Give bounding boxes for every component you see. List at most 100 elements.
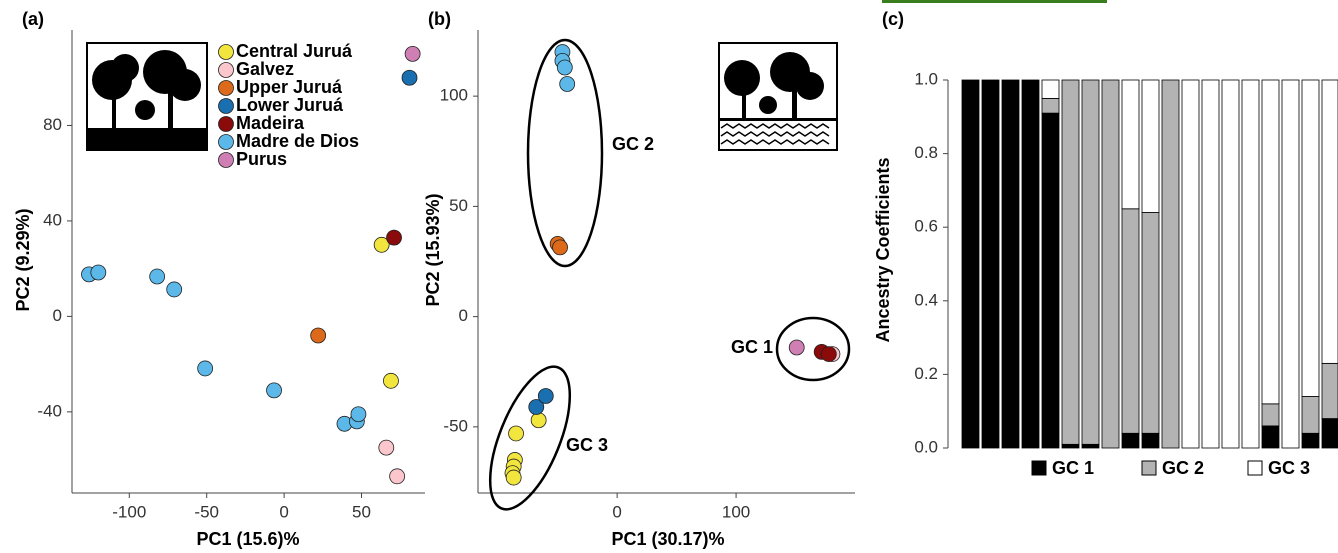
legend-label: GC 3 xyxy=(1268,458,1310,478)
legend-swatch xyxy=(1031,460,1047,476)
cluster-ellipse xyxy=(526,38,604,268)
panel-label: (b) xyxy=(428,9,451,29)
point xyxy=(788,339,805,356)
point xyxy=(386,229,402,246)
x-axis-title: PC1 (30.17)% xyxy=(611,529,724,549)
y-tick-label: 0.2 xyxy=(914,364,938,383)
x-tick-label: -100 xyxy=(112,502,146,521)
panel-label: (c) xyxy=(882,9,904,29)
legend-marker xyxy=(218,134,234,150)
cluster-label: GC 1 xyxy=(731,337,773,357)
legend-label: Madre de Dios xyxy=(236,131,359,151)
point xyxy=(310,327,327,344)
bar-segment xyxy=(1181,79,1200,449)
bar-segment xyxy=(1121,208,1140,434)
bar-segment xyxy=(1261,403,1280,427)
legend-label: Upper Juruá xyxy=(236,77,343,97)
bar-segment xyxy=(1041,79,1060,99)
bar-segment xyxy=(1301,79,1320,397)
point xyxy=(166,281,183,298)
y-tick-label: -50 xyxy=(443,416,468,435)
bar-segment xyxy=(961,79,980,449)
bar-segment xyxy=(1141,79,1160,213)
y-tick-label: 40 xyxy=(43,210,62,229)
point xyxy=(383,372,399,389)
floodplain-icon xyxy=(718,42,838,151)
bar-segment xyxy=(1081,443,1100,449)
y-tick-label: 0 xyxy=(459,306,468,325)
x-tick-label: 50 xyxy=(352,502,371,521)
legend-label: Galvez xyxy=(236,59,294,79)
bar-segment xyxy=(1321,362,1338,419)
legend-marker xyxy=(218,98,234,114)
x-tick-label: -50 xyxy=(194,502,219,521)
cluster-label: GC 2 xyxy=(612,134,654,154)
point xyxy=(559,76,576,92)
point xyxy=(556,59,573,76)
y-tick-label: 100 xyxy=(440,86,468,105)
forest-icon xyxy=(86,42,208,151)
cluster-ellipse xyxy=(775,316,851,382)
y-tick-label: 0.0 xyxy=(914,437,938,456)
legend-label: Purus xyxy=(236,149,287,169)
bar-segment xyxy=(1041,98,1060,114)
bar-segment xyxy=(1161,79,1180,449)
bar-segment xyxy=(1021,79,1040,449)
legend-label: GC 2 xyxy=(1162,458,1204,478)
legend-swatch xyxy=(1141,460,1157,476)
y-tick-label: 80 xyxy=(43,115,62,134)
point xyxy=(820,346,837,363)
y-tick-label: 0 xyxy=(53,306,62,325)
legend-marker xyxy=(218,62,234,78)
bar-segment xyxy=(1261,425,1280,449)
point xyxy=(266,382,282,399)
y-tick-label: 1.0 xyxy=(914,69,938,88)
cluster-label: GC 3 xyxy=(566,435,608,455)
bar-segment xyxy=(1081,79,1100,445)
point xyxy=(401,69,418,86)
bar-segment xyxy=(1281,79,1300,449)
bar-segment xyxy=(1061,443,1080,449)
point xyxy=(149,268,166,285)
point xyxy=(378,439,395,456)
x-axis-title: PC1 (15.6)% xyxy=(196,529,299,549)
point xyxy=(389,468,406,485)
bar-segment xyxy=(981,79,1000,449)
bar-segment xyxy=(1201,79,1220,449)
point xyxy=(530,412,547,429)
bar-segment xyxy=(1141,212,1160,434)
point xyxy=(537,388,554,404)
point xyxy=(197,360,214,377)
point xyxy=(528,399,545,415)
y-tick-label: 0.8 xyxy=(914,143,938,162)
x-tick-label: 0 xyxy=(279,502,288,521)
bar-segment xyxy=(1101,79,1120,449)
point xyxy=(505,469,522,486)
bar-segment xyxy=(1061,79,1080,445)
legend-marker xyxy=(218,116,234,132)
y-axis-title: PC2 (15.93%) xyxy=(423,193,443,306)
legend-marker xyxy=(218,80,234,96)
legend-label: Lower Juruá xyxy=(236,95,344,115)
bar-segment xyxy=(1141,432,1160,449)
bar-segment xyxy=(1261,79,1280,405)
y-tick-label: 50 xyxy=(449,196,468,215)
legend-label: GC 1 xyxy=(1052,458,1094,478)
bar-segment xyxy=(1301,396,1320,434)
legend-swatch xyxy=(1247,460,1263,476)
cluster-ellipse xyxy=(488,365,572,511)
bar-segment xyxy=(1301,432,1320,449)
x-tick-label: 0 xyxy=(612,502,621,521)
bar-segment xyxy=(1121,79,1140,210)
point xyxy=(404,45,421,62)
point xyxy=(508,425,524,442)
legend-marker xyxy=(218,44,234,60)
bar-segment xyxy=(1121,432,1140,449)
bar-segment xyxy=(1221,79,1240,449)
y-axis-title: Ancestry Coefficients xyxy=(873,157,893,342)
bar-segment xyxy=(1241,79,1260,449)
y-tick-label: 0.4 xyxy=(914,290,938,309)
legend-label: Central Juruá xyxy=(236,41,353,61)
x-tick-label: 100 xyxy=(722,502,750,521)
